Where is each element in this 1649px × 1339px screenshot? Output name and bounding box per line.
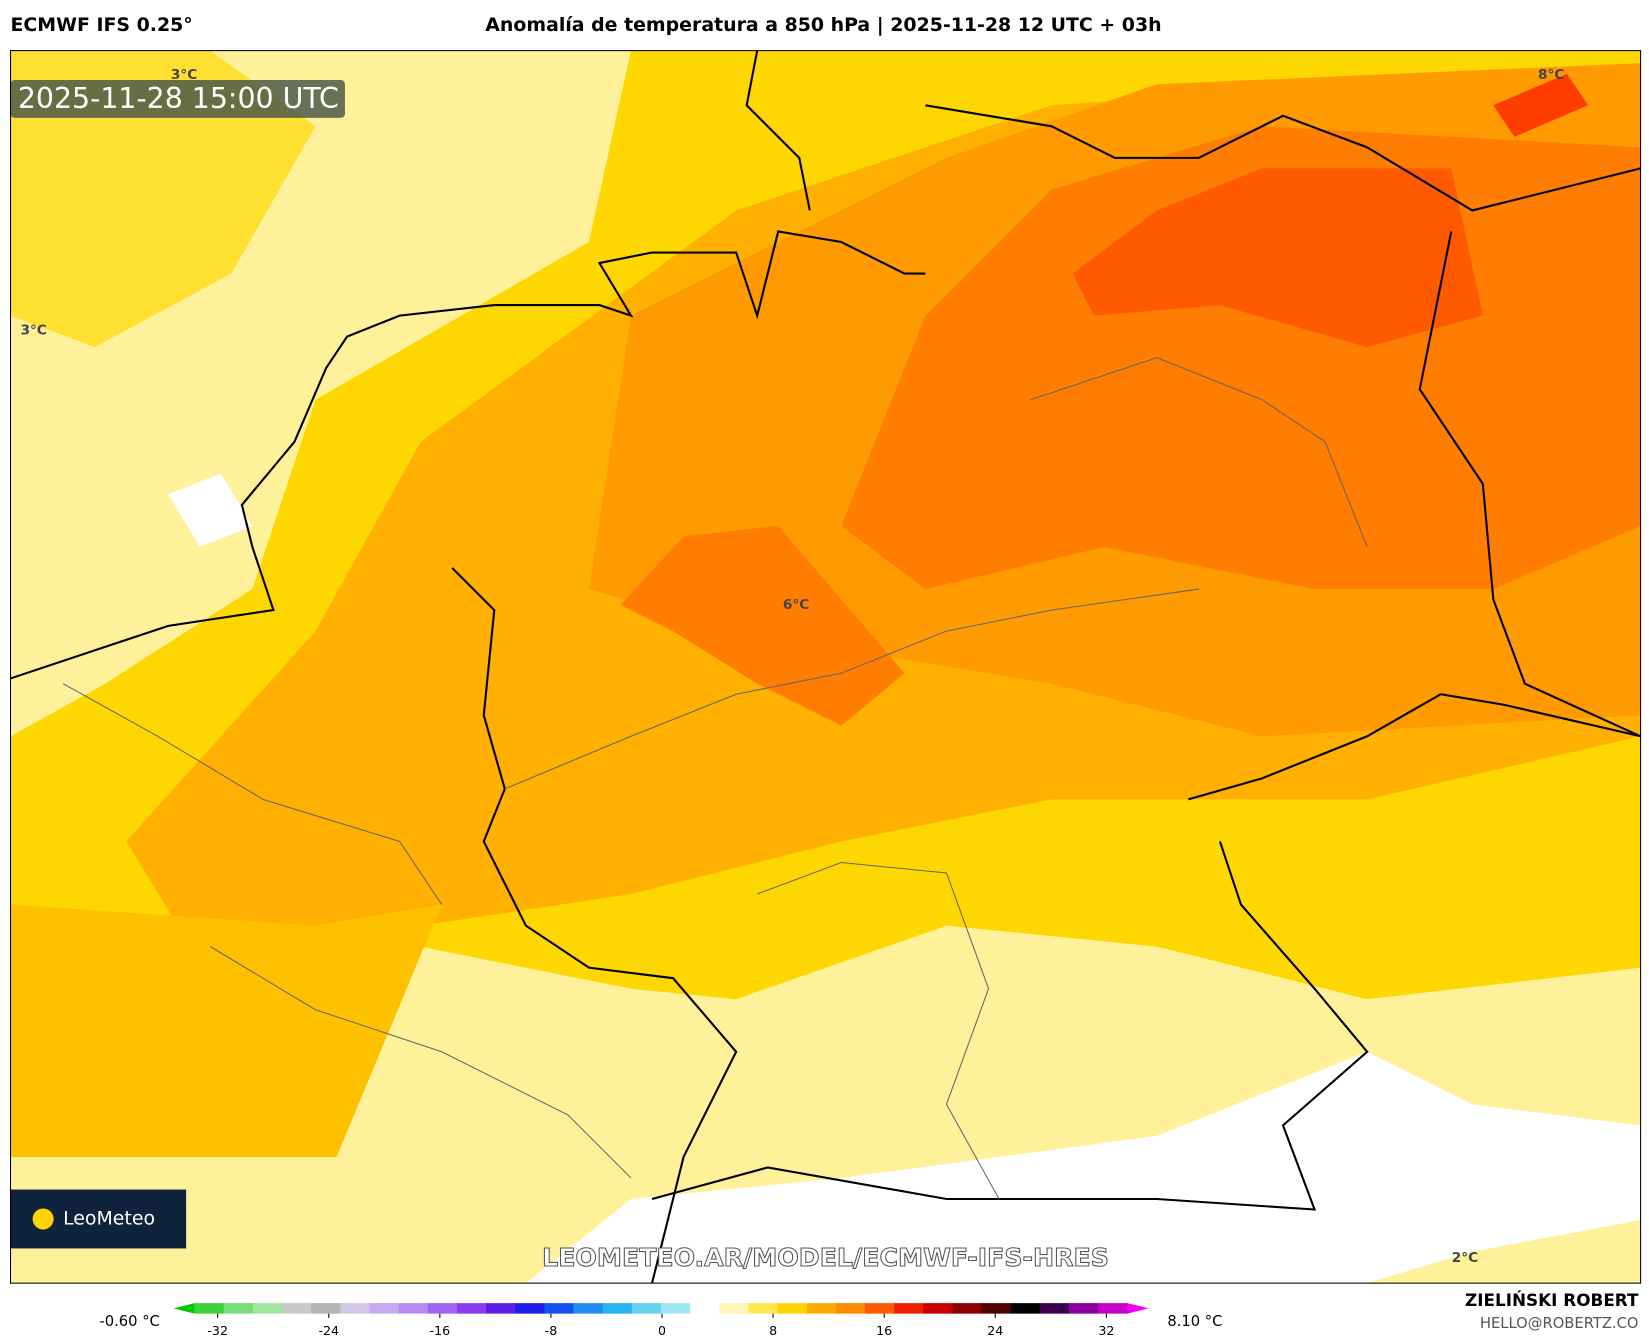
colorbar-tick-label: 32 (1098, 1323, 1114, 1338)
colorbar-tick-label: 8 (769, 1323, 777, 1338)
watermark: LEOMETEO.AR/MODEL/ECMWF-IFS-HRES (542, 1243, 1109, 1272)
map-title: Anomalía de temperatura a 850 hPa | 2025… (485, 14, 1161, 36)
coastline (10, 50, 1641, 1284)
contour-label: 3°C (20, 322, 46, 338)
borders (62, 357, 1368, 1200)
colorbar-cell (952, 1303, 983, 1314)
colorbar-cell (894, 1303, 924, 1314)
colorbar-cell (398, 1303, 429, 1314)
field (10, 904, 442, 1157)
colorbar-tick-label: -24 (318, 1323, 339, 1338)
colorbar-cell (690, 1303, 720, 1314)
colorbar-tick-label: -8 (545, 1323, 558, 1338)
field (1072, 168, 1483, 348)
colorbar-cell (981, 1303, 1012, 1314)
contour-label: 6°C (783, 597, 809, 613)
colorbar-cell (456, 1303, 487, 1314)
colorbar-cell (369, 1303, 400, 1314)
colorbar-cell (1069, 1303, 1099, 1314)
colorbar-cell (282, 1303, 312, 1314)
colorbar-cell (340, 1303, 370, 1314)
colorbar-cell (923, 1303, 953, 1314)
colorbar-cell (223, 1303, 254, 1314)
colorbar-cell (1098, 1303, 1128, 1314)
field (168, 473, 253, 547)
colorbar-tick-label: 0 (658, 1323, 666, 1338)
colorbar-cell (515, 1303, 545, 1314)
colorbar-end (173, 1303, 195, 1314)
colorbar-cell (777, 1303, 808, 1314)
colorbar-cell (573, 1303, 604, 1314)
colorbar-cell (602, 1303, 633, 1314)
colorbar-tick-label: -32 (207, 1323, 228, 1338)
colorbar-cell (486, 1303, 516, 1314)
colorbar-cell (311, 1303, 341, 1314)
contour-label: 2°C (1452, 1250, 1478, 1266)
colorbar-cell (252, 1303, 283, 1314)
model-name: ECMWF IFS 0.25° (11, 14, 193, 36)
field (10, 50, 316, 348)
author: ZIELIŃSKI ROBERT (1465, 1289, 1639, 1310)
colorbar-cell (631, 1303, 662, 1314)
colorbar: -32 -24 -16 -8 0 8 16 24 32 (173, 1303, 1149, 1338)
field (620, 525, 905, 726)
timestamp: 2025-11-28 15:00 UTC (18, 82, 339, 115)
logo: LeoMeteo (63, 1207, 155, 1229)
field (525, 1051, 1641, 1284)
colorbar-end (1127, 1303, 1149, 1314)
colorbar-min: -0.60 °C (99, 1313, 159, 1330)
map-frame (9, 50, 1642, 1284)
colorbar-cell (1010, 1303, 1041, 1314)
contour-label: 8°C (1538, 67, 1564, 83)
contour-label: 3°C (171, 67, 197, 83)
field (1493, 73, 1589, 137)
colorbar-cell (194, 1303, 225, 1314)
colorbar-cell (835, 1303, 866, 1314)
colorbar-cell (865, 1303, 895, 1314)
colorbar-cell (427, 1303, 458, 1314)
colorbar-cell (806, 1303, 837, 1314)
logo-sun (32, 1208, 54, 1230)
email: HELLO@ROBERTZ.CO (1480, 1315, 1639, 1332)
colorbar-cell (660, 1303, 691, 1314)
colorbar-tick-label: 16 (876, 1323, 892, 1338)
colorbar-tick-label: 24 (987, 1323, 1003, 1338)
colorbar-cell (544, 1303, 575, 1314)
colorbar-tick-label: -16 (430, 1323, 451, 1338)
timestamp-box (10, 80, 345, 118)
colorbar-max: 8.10 °C (1167, 1313, 1222, 1330)
map: 3°C 3°C 6°C 8°C 2°C 2025-11-28 15:00 UTC… (9, 50, 1642, 1284)
colorbar-cell (1039, 1303, 1070, 1314)
colorbar-cell (719, 1303, 749, 1314)
colorbar-cell (748, 1303, 779, 1314)
